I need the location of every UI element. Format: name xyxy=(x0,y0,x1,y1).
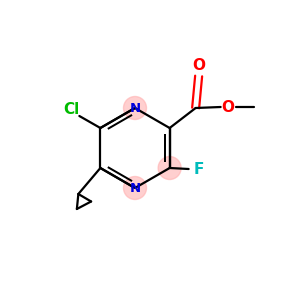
Circle shape xyxy=(124,176,146,200)
Circle shape xyxy=(158,157,181,179)
Text: N: N xyxy=(129,101,141,115)
Circle shape xyxy=(124,97,146,119)
Text: O: O xyxy=(192,58,205,74)
Text: Cl: Cl xyxy=(63,101,80,116)
Text: F: F xyxy=(194,161,204,176)
Text: O: O xyxy=(221,100,234,115)
Text: N: N xyxy=(129,182,141,194)
